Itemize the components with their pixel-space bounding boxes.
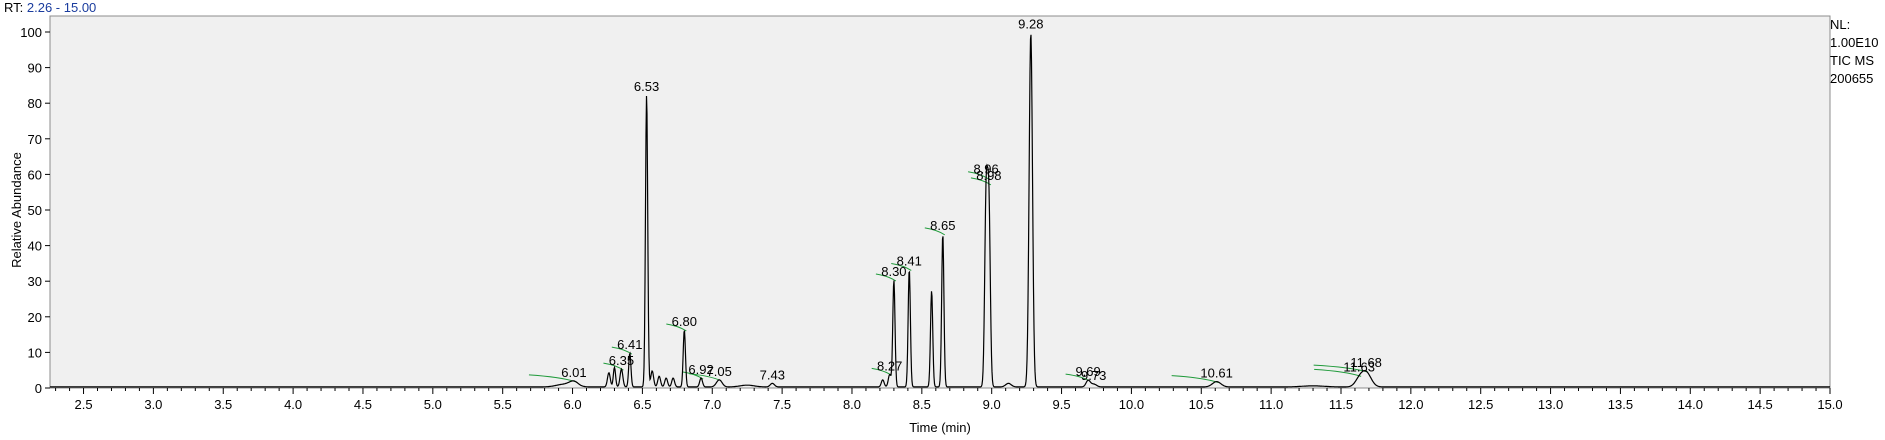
peak-label: 8.30 xyxy=(881,264,906,279)
y-tick-label: 0 xyxy=(35,381,42,396)
y-axis: 0 10 20 30 40 50 60 70 80 90 100 xyxy=(20,25,50,396)
y-tick-label: 10 xyxy=(28,345,42,360)
integration-mark xyxy=(968,171,989,180)
rt-range-readout: RT: 2.26 - 15.00 xyxy=(4,0,96,15)
x-tick-label: 4.5 xyxy=(354,397,372,412)
peak-label: 6.80 xyxy=(672,314,697,329)
peak-label: 9.28 xyxy=(1018,17,1043,32)
peak-labels: 6.01 6.356.41 6.53 6.80 6.927.05 7.43 8.27 8.30… xyxy=(561,17,1382,383)
peak-label: 6.53 xyxy=(634,79,659,94)
nl-label: NL: xyxy=(1830,17,1851,32)
x-tick-label: 7.0 xyxy=(703,397,721,412)
rt-range-value: 2.26 - 15.00 xyxy=(26,0,97,15)
peak-label: 6.01 xyxy=(561,365,586,380)
x-tick-label: 5.5 xyxy=(494,397,512,412)
x-tick-label: 14.5 xyxy=(1747,397,1772,412)
x-tick-label: 14.0 xyxy=(1678,397,1703,412)
x-tick-label: 3.0 xyxy=(144,397,162,412)
x-tick-label: 11.0 xyxy=(1259,397,1283,412)
x-tick-label: 6.0 xyxy=(564,397,582,412)
x-axis: 2.5 3.0 3.5 4.0 4.5 5.0 5.5 6.0 6.5 7.0 7.5 8.0 8.5 9… xyxy=(55,388,1843,412)
y-tick-label: 80 xyxy=(28,96,42,111)
rt-label: RT: xyxy=(4,0,24,15)
x-tick-label: 8.0 xyxy=(843,397,861,412)
peak-label: 8.27 xyxy=(877,358,902,373)
peak-label: 9.73 xyxy=(1081,368,1106,383)
x-tick-label: 12.0 xyxy=(1398,397,1423,412)
x-tick-label: 15.0 xyxy=(1817,397,1842,412)
scan-type: TIC MS xyxy=(1830,53,1875,68)
peak-label: 11.68 xyxy=(1350,355,1382,370)
x-tick-label: 2.5 xyxy=(74,397,92,412)
x-tick-label: 3.5 xyxy=(214,397,232,412)
peak-label: 7.43 xyxy=(760,367,785,382)
x-tick-label: 4.0 xyxy=(284,397,302,412)
peak-label: 6.35 xyxy=(609,353,634,368)
peak-label: 6.92 xyxy=(688,362,713,377)
plot-area xyxy=(49,15,1831,389)
y-tick-label: 70 xyxy=(28,132,42,147)
x-tick-label: 13.5 xyxy=(1608,397,1633,412)
sample-id: 200655 xyxy=(1830,71,1874,86)
integration-mark xyxy=(924,227,946,236)
x-tick-label: 8.5 xyxy=(913,397,931,412)
integration-mark xyxy=(666,323,687,332)
peak-label: 11.63 xyxy=(1343,359,1375,374)
x-tick-label: 10.5 xyxy=(1189,397,1214,412)
peak-label: 8.41 xyxy=(897,253,922,268)
x-tick-label: 9.5 xyxy=(1053,397,1071,412)
x-tick-label: 5.0 xyxy=(424,397,442,412)
integration-mark xyxy=(875,273,897,282)
tic-trace xyxy=(50,34,1830,388)
peak-label: 8.96 xyxy=(973,162,998,177)
peak-label: 9.69 xyxy=(1075,364,1100,379)
y-axis-label: Relative Abundance xyxy=(9,152,24,268)
y-tick-label: 60 xyxy=(28,167,42,182)
integration-mark xyxy=(891,262,912,271)
nl-value: 1.00E10 xyxy=(1830,35,1879,50)
x-tick-label: 11.5 xyxy=(1329,397,1353,412)
y-tick-label: 30 xyxy=(28,274,42,289)
y-tick-label: 40 xyxy=(28,239,42,254)
peak-label: 8.65 xyxy=(930,218,955,233)
peak-label: 10.61 xyxy=(1200,366,1233,381)
integration-mark xyxy=(970,177,992,186)
peak-label: 6.41 xyxy=(617,337,642,352)
nl-info: NL: 1.00E10 TIC MS 200655 xyxy=(1830,16,1878,88)
x-tick-label: 10.0 xyxy=(1119,397,1144,412)
y-tick-label: 20 xyxy=(28,310,42,325)
y-tick-label: 90 xyxy=(28,61,42,76)
x-axis-label: Time (min) xyxy=(909,420,971,435)
peak-label: 8.98 xyxy=(976,168,1001,183)
x-tick-label: 7.5 xyxy=(773,397,791,412)
x-tick-label: 9.0 xyxy=(983,397,1001,412)
y-tick-label: 100 xyxy=(20,25,42,40)
peak-label: 7.05 xyxy=(707,364,732,379)
x-tick-label: 12.5 xyxy=(1468,397,1493,412)
y-tick-label: 50 xyxy=(28,203,42,218)
x-tick-label: 13.0 xyxy=(1538,397,1563,412)
x-tick-label: 6.5 xyxy=(633,397,651,412)
